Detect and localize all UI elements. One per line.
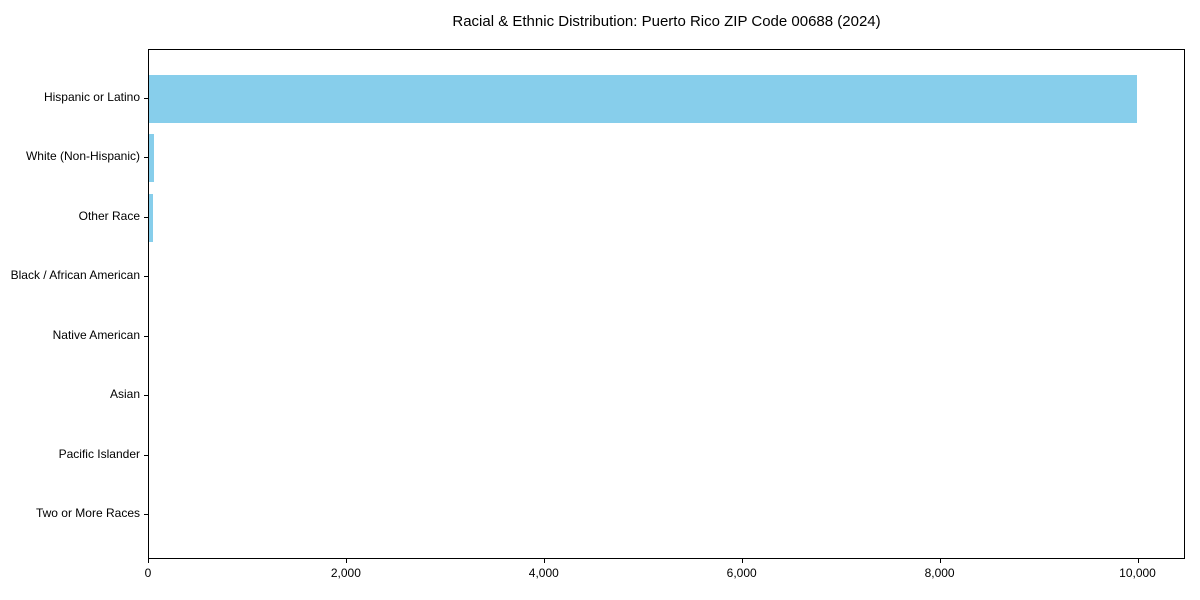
bar	[149, 74, 1137, 123]
chart-title: Racial & Ethnic Distribution: Puerto Ric…	[452, 13, 881, 30]
x-tick-label: 0	[144, 566, 152, 580]
x-tick-label: 6,000	[726, 566, 757, 580]
y-tick-mark	[144, 157, 148, 158]
y-tick-mark	[144, 97, 148, 99]
y-tick-mark	[144, 395, 148, 396]
y-tick-label: Hispanic or Latino	[43, 89, 140, 104]
y-tick-label: White (Non-Hispanic)	[25, 149, 140, 163]
x-tick-label: 2,000	[330, 566, 361, 580]
x-tick-mark	[148, 559, 149, 563]
x-tick-mark	[1137, 559, 1139, 563]
x-tick-mark	[741, 559, 743, 563]
x-tick-label: 8,000	[924, 566, 955, 580]
y-tick-mark	[144, 514, 148, 515]
y-tick-label: Black / African American	[10, 268, 140, 282]
bar	[149, 134, 154, 182]
x-tick-mark	[543, 559, 545, 563]
x-tick-mark	[939, 559, 941, 563]
y-tick-mark	[144, 216, 148, 218]
y-tick-mark	[144, 276, 148, 277]
y-tick-mark	[144, 454, 148, 456]
bar	[149, 193, 153, 242]
x-tick-mark	[345, 559, 347, 563]
plot-area	[148, 49, 1185, 559]
y-tick-label: Asian	[109, 387, 140, 401]
y-tick-label: Other Race	[78, 208, 140, 223]
y-tick-mark	[144, 335, 148, 337]
x-tick-label: 4,000	[528, 566, 559, 580]
x-tick-label: 10,000	[1119, 566, 1156, 580]
y-tick-label: Pacific Islander	[58, 446, 140, 461]
y-tick-label: Two or More Races	[35, 506, 140, 520]
y-tick-label: Native American	[52, 327, 140, 342]
